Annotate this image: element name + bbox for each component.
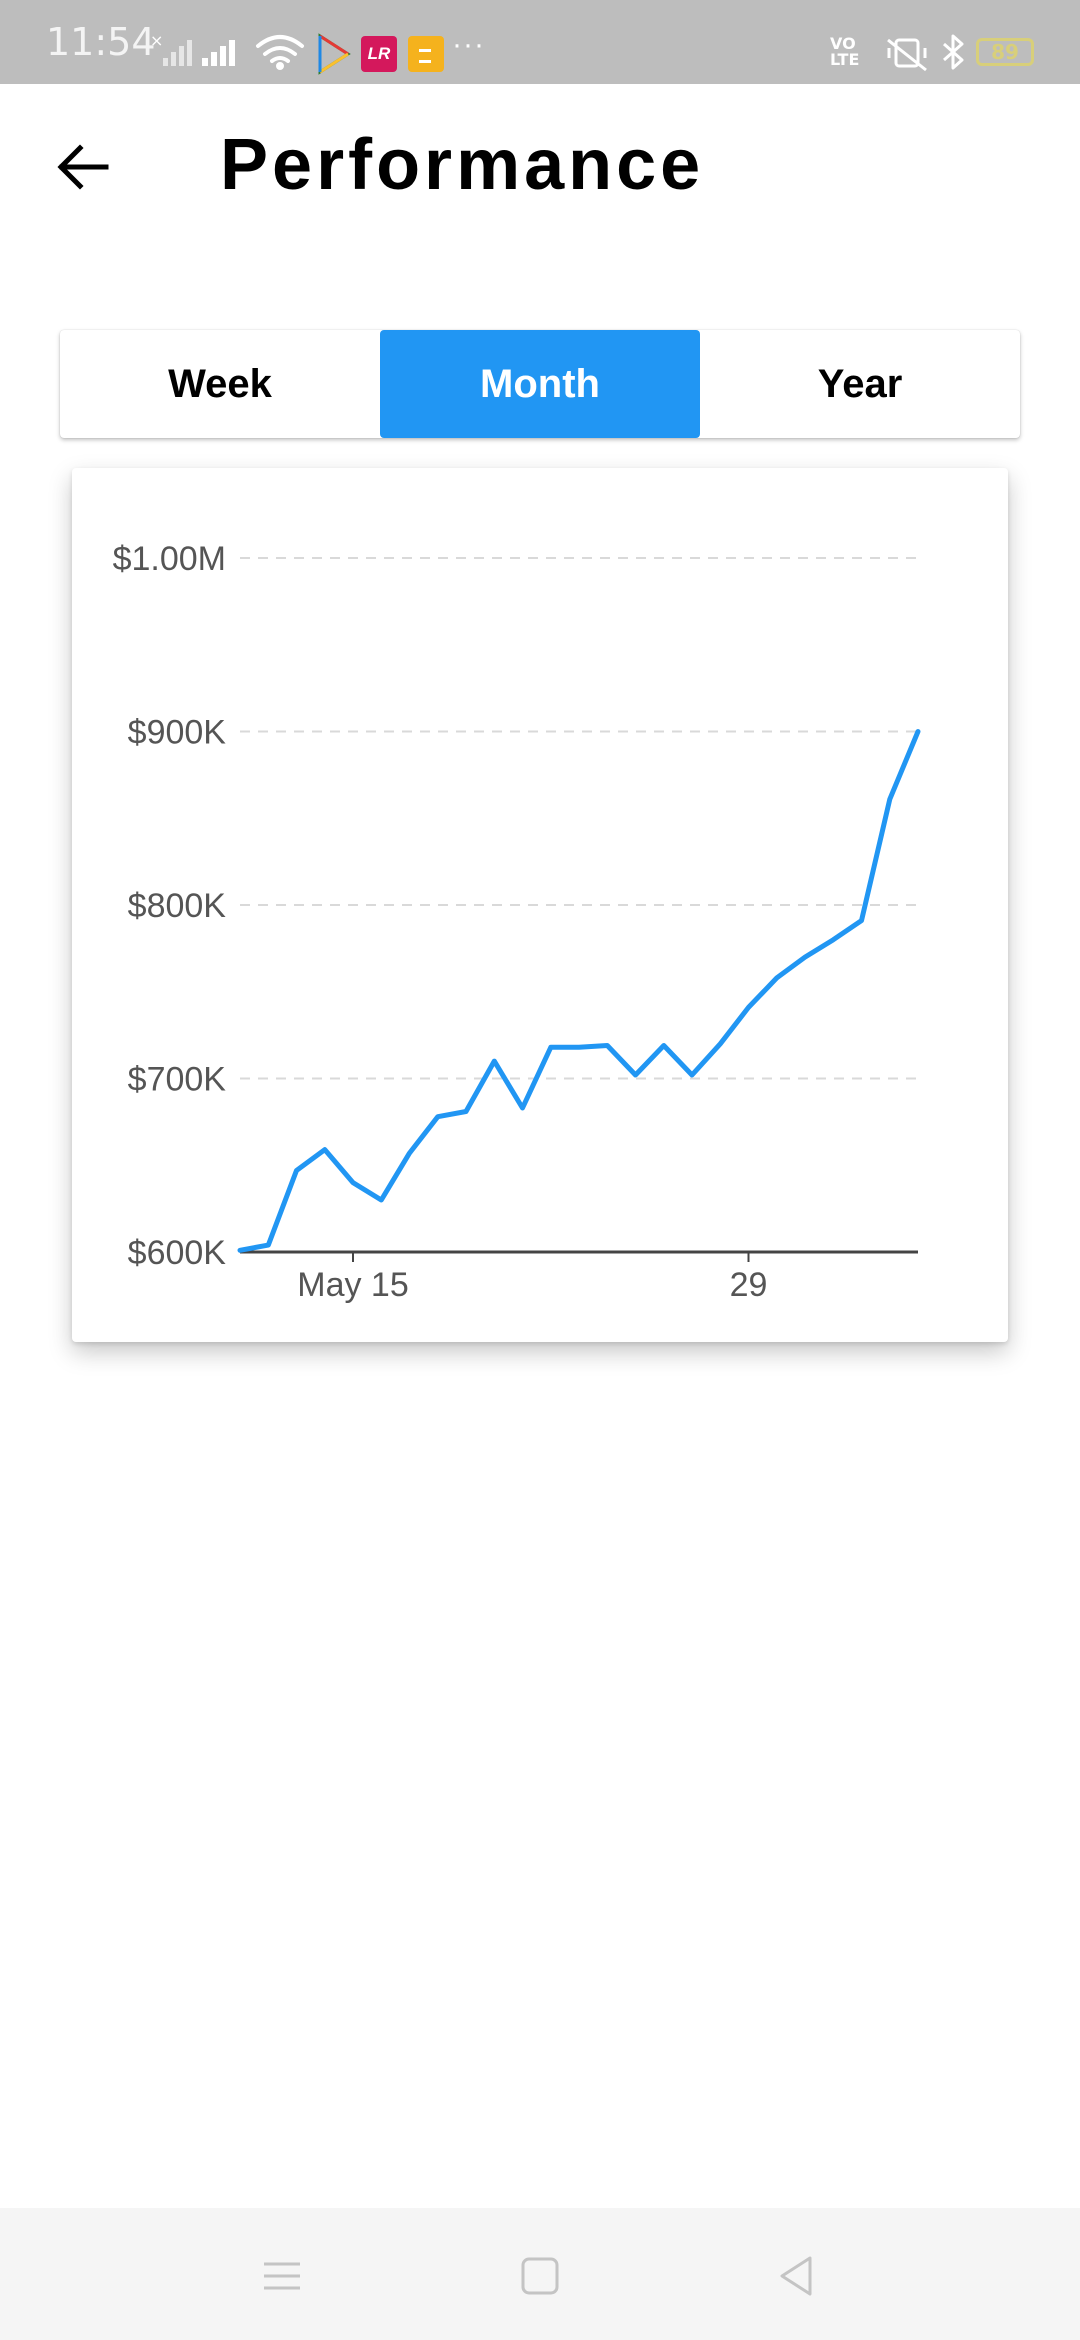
performance-chart-card: $600K $700K $800K $900K $1.00M May 15 29 [72,468,1008,1342]
y-tick-label: $600K [128,1234,227,1272]
bluetooth-icon [943,34,964,70]
page-title: Performance [220,125,705,205]
more-dots-icon: ··· [452,28,485,61]
notes-app-icon [408,36,444,72]
menu-icon[interactable] [252,2246,312,2306]
status-bar: 11:54 × [0,0,1080,84]
y-tick-label: $900K [128,714,227,752]
navigation-bar [0,2208,1080,2340]
play-store-icon [318,33,351,75]
y-tick-label: $800K [128,887,227,925]
performance-chart: $600K $700K $800K $900K $1.00M May 15 29 [113,540,921,1304]
signal-x-icon: × [150,31,192,66]
x-tick-label: May 15 [297,1266,409,1304]
y-tick-label: $700K [128,1061,227,1099]
wifi-icon [256,35,304,70]
status-time: 11:54 [46,20,156,64]
period-tabs: Week Month Year [60,330,1020,438]
back-triangle-icon[interactable] [766,2246,826,2306]
x-tick-label: 29 [730,1266,768,1304]
tab-week[interactable]: Week [168,361,272,406]
svg-text:×: × [150,31,163,50]
volte-line-1: VO [830,34,856,53]
volte-icon: VO LTE [830,36,859,68]
home-square-icon[interactable] [510,2246,570,2306]
lr-app-icon: LR [361,36,397,72]
tab-month[interactable]: Month [380,330,700,438]
volte-line-2: LTE [830,50,860,69]
mute-vibrate-icon [887,38,927,72]
back-button[interactable] [50,132,120,202]
tab-year[interactable]: Year [817,361,903,406]
battery-icon: 89 [976,38,1034,66]
signal-icon [202,40,235,66]
arrow-left-icon [57,144,109,190]
status-icons: × [150,31,964,75]
series-line [237,729,921,1253]
y-tick-label: $1.00M [113,540,226,578]
